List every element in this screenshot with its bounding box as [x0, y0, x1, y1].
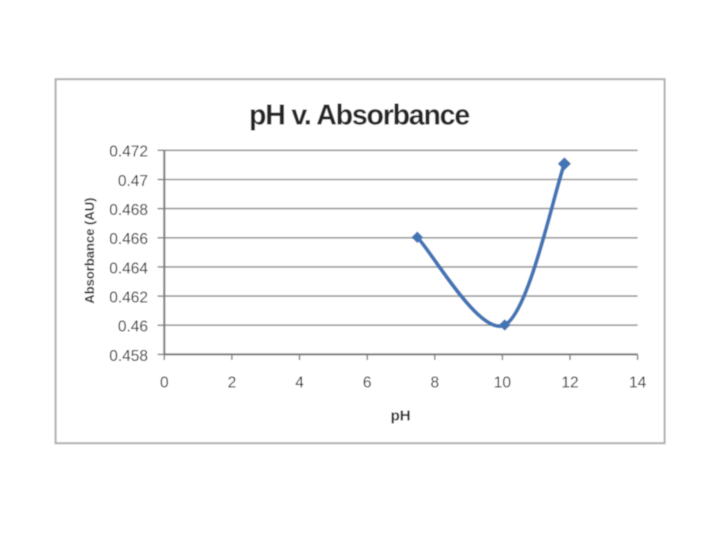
svg-text:0.47: 0.47 — [118, 173, 148, 190]
svg-text:pH: pH — [391, 408, 411, 425]
svg-text:12: 12 — [561, 374, 578, 391]
svg-text:6: 6 — [363, 374, 372, 391]
svg-text:0.462: 0.462 — [109, 290, 148, 307]
svg-text:0.46: 0.46 — [118, 319, 148, 336]
svg-text:14: 14 — [629, 374, 647, 391]
svg-text:0.468: 0.468 — [109, 202, 148, 219]
svg-text:0.472: 0.472 — [109, 144, 148, 161]
svg-text:10: 10 — [494, 374, 512, 391]
svg-text:0.458: 0.458 — [109, 348, 148, 365]
svg-text:4: 4 — [295, 374, 304, 391]
svg-text:0.466: 0.466 — [109, 231, 148, 248]
svg-text:8: 8 — [430, 374, 439, 391]
svg-text:Absorbance (AU): Absorbance (AU) — [82, 198, 97, 304]
svg-text:pH v. Absorbance: pH v. Absorbance — [249, 100, 469, 132]
svg-text:0: 0 — [160, 374, 169, 391]
svg-text:0.464: 0.464 — [109, 260, 148, 277]
svg-text:2: 2 — [228, 374, 237, 391]
